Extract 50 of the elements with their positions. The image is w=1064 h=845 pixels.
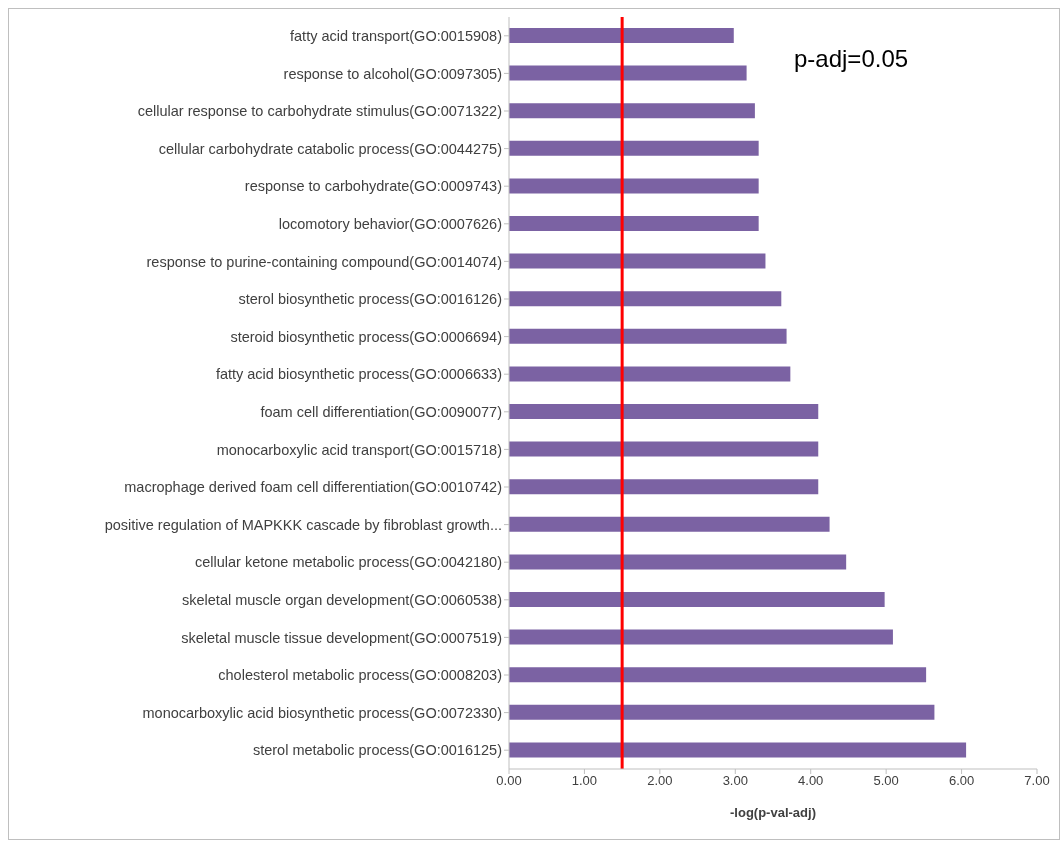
y-tick-label: response to purine-containing compound(GO:0014074)	[146, 253, 502, 270]
y-tick-label: fatty acid transport(GO:0015908)	[290, 27, 502, 44]
y-tick-label: monocarboxylic acid transport(GO:0015718)	[216, 441, 502, 458]
y-tick-label: monocarboxylic acid biosynthetic process(GO:0072330)	[142, 704, 502, 721]
bar	[509, 178, 759, 194]
y-tick-label: fatty acid biosynthetic process(GO:0006633)	[215, 366, 502, 383]
x-tick-label: 1.00	[571, 773, 598, 789]
x-tick-label: 0.00	[496, 773, 522, 789]
bar	[509, 366, 791, 382]
y-tick-label: foam cell differentiation(GO:0090077)	[260, 403, 502, 420]
bar	[509, 140, 759, 156]
x-tick-label: 7.00	[1024, 773, 1050, 789]
bar	[509, 253, 766, 269]
bar	[509, 516, 830, 532]
x-tick-label: 5.00	[873, 773, 899, 789]
y-tick-label: cellular carbohydrate catabolic process(GO:0044275)	[158, 140, 502, 157]
bar	[509, 291, 782, 307]
bar	[509, 629, 893, 645]
x-axis-title: -log(p-val-adj)	[730, 805, 816, 820]
x-tick-label: 3.00	[722, 773, 748, 789]
bar	[509, 667, 927, 683]
x-tick-label: 6.00	[948, 773, 975, 789]
y-tick-label: locomotory behavior(GO:0007626)	[278, 215, 502, 232]
bar	[509, 441, 819, 457]
y-tick-label: steroid biosynthetic process(GO:0006694)	[230, 328, 502, 345]
y-tick-label: skeletal muscle tissue development(GO:0007519)	[181, 629, 502, 646]
x-tick-label: 2.00	[647, 773, 673, 789]
bar	[509, 65, 747, 81]
bar	[509, 404, 819, 419]
y-tick-label: response to carbohydrate(GO:0009743)	[244, 178, 502, 195]
x-tick-label: 4.00	[798, 773, 824, 789]
bar	[509, 479, 819, 495]
bar	[509, 704, 935, 720]
bar	[509, 592, 885, 607]
bar	[509, 742, 967, 758]
bar	[509, 103, 755, 119]
bar	[509, 328, 787, 344]
y-tick-label: cholesterol metabolic process(GO:0008203)	[218, 667, 502, 684]
y-tick-label: response to alcohol(GO:0097305)	[283, 65, 502, 82]
y-tick-label: sterol biosynthetic process(GO:0016126)	[238, 291, 502, 308]
annotation: p-adj=0.05	[794, 45, 909, 72]
y-tick-label: macrophage derived foam cell differentiation(GO:0010742)	[124, 479, 502, 496]
bar	[509, 554, 847, 570]
bar	[509, 216, 759, 231]
y-tick-label: cellular response to carbohydrate stimulus(GO:0071322)	[137, 103, 502, 120]
y-tick-label: skeletal muscle organ development(GO:0060538)	[182, 591, 502, 608]
y-tick-label: sterol metabolic process(GO:0016125)	[252, 742, 502, 759]
bar	[509, 28, 734, 43]
y-tick-label: positive regulation of MAPKKK cascade by fibroblast growth...	[104, 516, 502, 533]
y-tick-label: cellular ketone metabolic process(GO:0042180)	[194, 554, 502, 571]
